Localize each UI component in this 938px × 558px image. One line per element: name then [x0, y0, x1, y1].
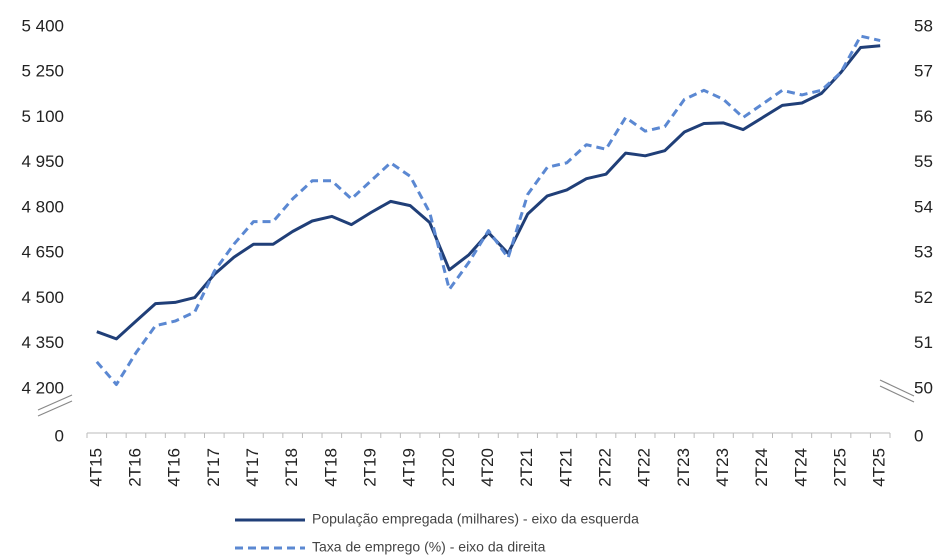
y-tick-label: 0 [55, 426, 64, 445]
x-tick-label: 2T19 [360, 448, 379, 487]
y2-tick-label: 51 [914, 333, 933, 352]
y2-tick-label: 57 [914, 62, 933, 81]
x-tick-label: 2T18 [282, 448, 301, 487]
series-line [95, 34, 881, 386]
x-tick-label: 2T17 [204, 448, 223, 487]
series-line [96, 44, 881, 341]
y-tick-label: 5 100 [21, 107, 64, 126]
y2-tick-label: 50 [914, 378, 933, 397]
y2-tick-label: 0 [914, 426, 923, 445]
x-tick-label: 4T19 [400, 448, 419, 487]
x-tick-label: 2T24 [752, 448, 771, 487]
y2-tick-label: 55 [914, 152, 933, 171]
y2-tick-label: 54 [914, 197, 933, 216]
y-tick-label: 4 500 [21, 288, 64, 307]
x-tick-label: 2T16 [125, 448, 144, 487]
x-tick-label: 4T16 [165, 448, 184, 487]
y-tick-label: 4 200 [21, 378, 64, 397]
x-tick-label: 4T17 [243, 448, 262, 487]
x-tick-label: 2T23 [674, 448, 693, 487]
y-tick-label: 5 250 [21, 62, 64, 81]
axis-break [879, 385, 915, 403]
x-tick-label: 4T21 [556, 448, 575, 487]
y-tick-label: 4 800 [21, 197, 64, 216]
legend-label: Taxa de emprego (%) - eixo da direita [312, 539, 546, 555]
x-tick-label: 2T22 [595, 448, 614, 487]
x-tick-label: 4T22 [635, 448, 654, 487]
x-tick-label: 2T20 [439, 448, 458, 487]
y2-tick-label: 53 [914, 243, 933, 262]
x-tick-label: 2T21 [517, 448, 536, 487]
y-tick-label: 4 950 [21, 152, 64, 171]
y2-tick-label: 58 [914, 16, 933, 35]
axis-break [37, 394, 73, 411]
y-tick-label: 5 400 [21, 16, 64, 35]
x-tick-label: 4T15 [86, 448, 105, 487]
axis-break [37, 400, 73, 417]
x-tick-label: 4T18 [321, 448, 340, 487]
x-tick-label: 2T25 [831, 448, 850, 487]
y2-tick-label: 56 [914, 107, 933, 126]
y2-tick-label: 52 [914, 288, 933, 307]
x-tick-label: 4T23 [713, 448, 732, 487]
x-tick-label: 4T20 [478, 448, 497, 487]
axis-break [879, 379, 915, 397]
y-tick-label: 4 350 [21, 333, 64, 352]
x-tick-label: 4T25 [870, 448, 889, 487]
x-tick-label: 4T24 [791, 448, 810, 487]
y-tick-label: 4 650 [21, 243, 64, 262]
legend-label: População empregada (milhares) - eixo da… [312, 511, 639, 527]
